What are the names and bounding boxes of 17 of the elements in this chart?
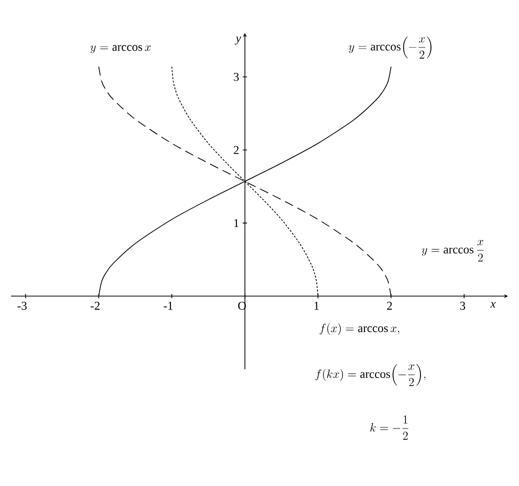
y-axis-title: y [234,36,242,44]
annotation: $f(x)=\arccos x,$ [320,322,400,335]
annotation: $f(kx)=\arccos\Bigl(-\dfrac{x}{2}\Bigr),$ [315,364,426,386]
x-tick-label: 1 [314,302,319,310]
x-tick-label: -2 [90,302,100,310]
annotation: $y=\arccos\dfrac{x}{2}$ [422,240,484,262]
x-axis-title: x [490,302,496,308]
annotation: $y=\arccos\Bigl(-\dfrac{x}{2}\Bigr)$ [348,36,432,58]
annotation: $y=\arccos x$ [90,44,151,54]
x-tick-label: 3 [460,302,466,310]
y-tick-label: 3 [234,72,239,81]
y-tick-label: 2 [234,146,239,154]
x-tick-label: -1 [164,302,173,310]
x-tick-label: 2 [387,302,392,310]
text: $k=-\dfrac{1}{2}$ [370,415,408,440]
x-tick-label: -3 [18,302,27,310]
y-tick-label: 1 [234,218,239,227]
